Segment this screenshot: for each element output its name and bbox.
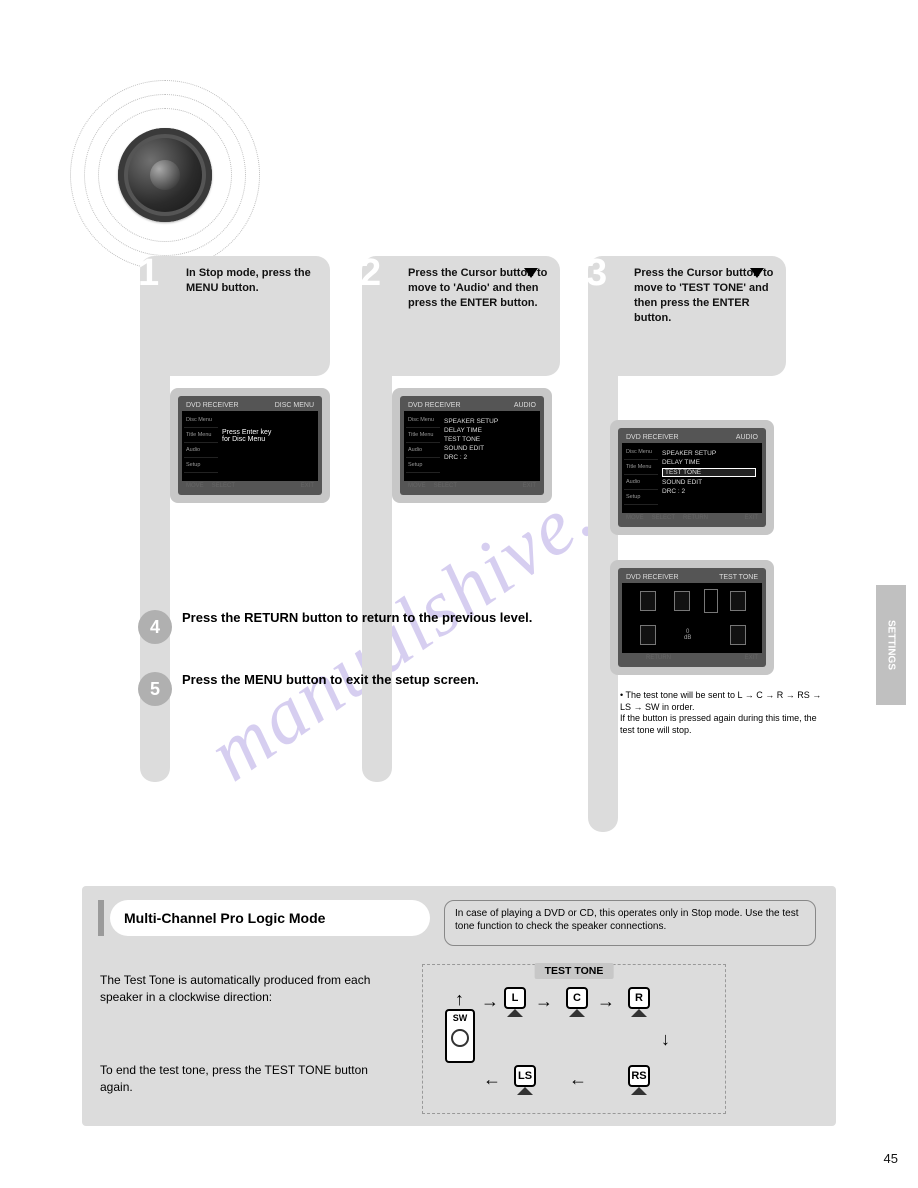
bottom-note-box: In case of playing a DVD or CD, this ope… <box>444 900 816 946</box>
section-sidebar: SETTINGS <box>876 585 906 705</box>
arrow-icon: → <box>597 991 615 1012</box>
cursor-down-icon <box>524 268 538 278</box>
tt-spk-ls <box>640 625 656 645</box>
bullet-number: 4 <box>138 610 172 644</box>
osd-screen-test-tone: DVD RECEIVER TEST TONE 0dB RETURN EXIT <box>610 560 774 675</box>
bottom-title: Multi-Channel Pro Logic Mode <box>110 900 430 936</box>
osd-screen-disc-menu: DVD RECEIVER DISC MENU Disc Menu Title M… <box>170 388 330 503</box>
step-number: 2 <box>360 252 381 295</box>
arrow-icon: → <box>481 991 499 1012</box>
arrow-icon: ← <box>483 1069 501 1090</box>
arrow-icon: ← <box>569 1069 587 1090</box>
bottom-under-2: To end the test tone, press the TEST TON… <box>100 1062 400 1096</box>
step-bullet-4: 4 Press the RETURN button to return to t… <box>138 610 532 644</box>
spk-rs: RS <box>625 1065 653 1101</box>
spk-ls: LS <box>511 1065 539 1101</box>
speaker-flow-diagram: TEST TONE L C R SW LS RS → → → ↓ ← ← ↑ <box>422 964 726 1114</box>
title-accent-bar <box>98 900 104 936</box>
arrow-icon: → <box>535 991 553 1012</box>
cursor-down-icon <box>750 268 764 278</box>
step-number: 1 <box>138 252 159 295</box>
tt-db-label: 0dB <box>684 629 691 641</box>
spk-l: L <box>501 987 529 1023</box>
bullet-text: Press the MENU button to exit the setup … <box>182 672 479 689</box>
tt-spk-rs <box>730 625 746 645</box>
bullet-text: Press the RETURN button to return to the… <box>182 610 532 627</box>
section-sidebar-label: SETTINGS <box>886 620 897 670</box>
arrow-icon: ↑ <box>455 989 464 1010</box>
bottom-under-1: The Test Tone is automatically produced … <box>100 972 400 1006</box>
screen-body-line: for Disc Menu <box>222 436 312 443</box>
screen-title-left: DVD RECEIVER <box>186 402 239 409</box>
spk-c: C <box>563 987 591 1023</box>
page-number: 45 <box>884 1151 898 1166</box>
diagram-label: TEST TONE <box>535 963 614 979</box>
arrow-icon: ↓ <box>661 1029 670 1050</box>
spk-r: R <box>625 987 653 1023</box>
step-card-3: 3 Press the Cursor button to move to 'TE… <box>588 256 786 376</box>
side-tabs: Disc Menu Title Menu Audio Setup <box>184 413 218 473</box>
tt-spk-l <box>640 591 656 611</box>
step-card-2: 2 Press the Cursor button to move to 'Au… <box>362 256 560 376</box>
bottom-panel: Multi-Channel Pro Logic Mode In case of … <box>82 886 836 1126</box>
osd-screen-audio-highlight: DVD RECEIVER AUDIO Disc Menu Title Menu … <box>610 420 774 535</box>
step-desc: In Stop mode, press the MENU button. <box>186 266 318 296</box>
test-tone-note: • The test tone will be sent to L → C → … <box>620 690 830 737</box>
speaker-icon <box>118 128 212 222</box>
screen-title-right: DISC MENU <box>275 402 314 409</box>
tt-spk-r <box>730 591 746 611</box>
osd-screen-audio-menu: DVD RECEIVER AUDIO Disc Menu Title Menu … <box>392 388 552 503</box>
screen-body-line: Press Enter key <box>222 429 312 436</box>
tt-spk-sw <box>704 589 718 613</box>
step-number: 3 <box>586 252 607 295</box>
tt-spk-c <box>674 591 690 611</box>
speaker-decorative <box>70 80 260 270</box>
step-bullet-5: 5 Press the MENU button to exit the setu… <box>138 672 479 706</box>
step-card-1: 1 In Stop mode, press the MENU button. <box>140 256 330 376</box>
screen-footer: MOVE SELECT EXIT <box>182 481 318 491</box>
spk-sw: SW <box>445 1009 475 1063</box>
bullet-number: 5 <box>138 672 172 706</box>
